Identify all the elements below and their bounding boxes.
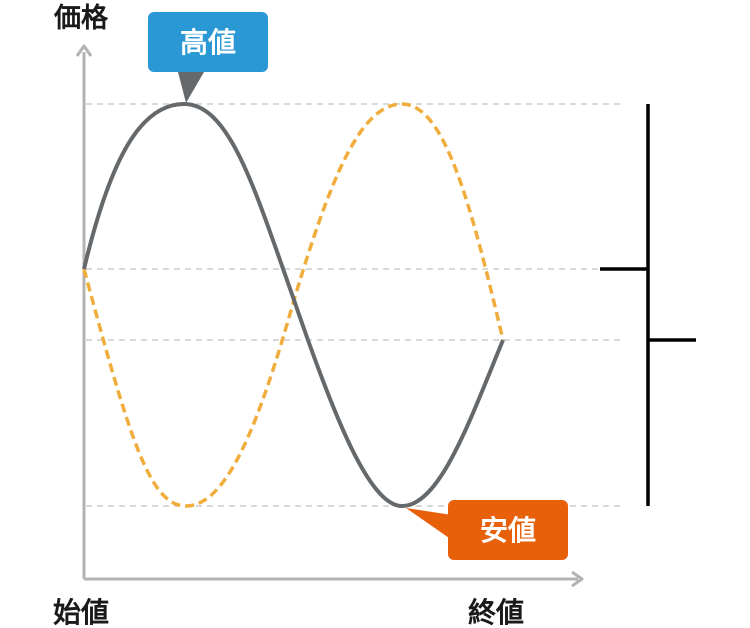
low-label: 安値 [480, 514, 536, 547]
alternate-price-path [82, 102, 505, 508]
high-callout: 高値 [148, 12, 268, 103]
ohlc-bar [600, 104, 696, 506]
axes [75, 44, 584, 588]
y-axis-label: 価格 [53, 3, 109, 34]
close-label: 終値 [468, 596, 524, 628]
guide-lines [86, 103, 625, 507]
high-callout-pointer [178, 72, 204, 103]
high-label: 高値 [180, 26, 236, 59]
low-callout: 安値 [406, 500, 568, 560]
low-callout-box [448, 500, 568, 560]
open-label: 始値 [53, 596, 109, 628]
low-callout-pointer [406, 508, 452, 540]
high-callout-box [148, 12, 268, 72]
price-path [82, 101, 505, 509]
x-axis-arrowhead [571, 570, 584, 588]
y-axis-arrowhead [75, 44, 93, 57]
